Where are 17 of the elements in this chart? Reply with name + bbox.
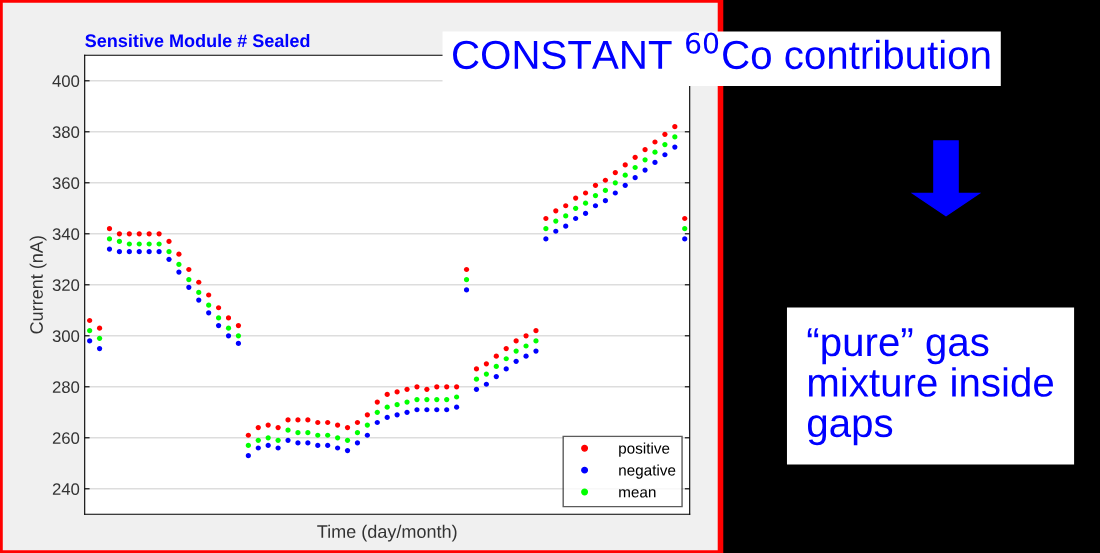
y-tick-label: 380 <box>52 126 80 138</box>
y-axis-title: Current (nA) <box>29 236 47 334</box>
y-tick-label: 240 <box>52 483 80 495</box>
x-axis-title: Time (day/month) <box>317 524 457 542</box>
y-tick-label: 300 <box>52 330 80 342</box>
legend-label: negative <box>619 464 676 479</box>
annotation: CONSTANT $^{60}$Co contribution <box>453 32 990 70</box>
text: “pure” gas mixture inside gaps <box>807 328 1053 446</box>
legend-label: mean <box>619 489 656 498</box>
chart-title: Sensitive Module # Sealed <box>85 33 310 48</box>
y-tick-label: 400 <box>52 75 80 87</box>
y-tick-label: 360 <box>52 177 80 189</box>
legend-label: positive <box>619 442 670 457</box>
y-tick-label: 280 <box>52 381 80 393</box>
y-tick-label: 340 <box>52 228 80 240</box>
y-tick-label: 320 <box>52 279 80 291</box>
y-tick-label: 260 <box>52 432 80 444</box>
